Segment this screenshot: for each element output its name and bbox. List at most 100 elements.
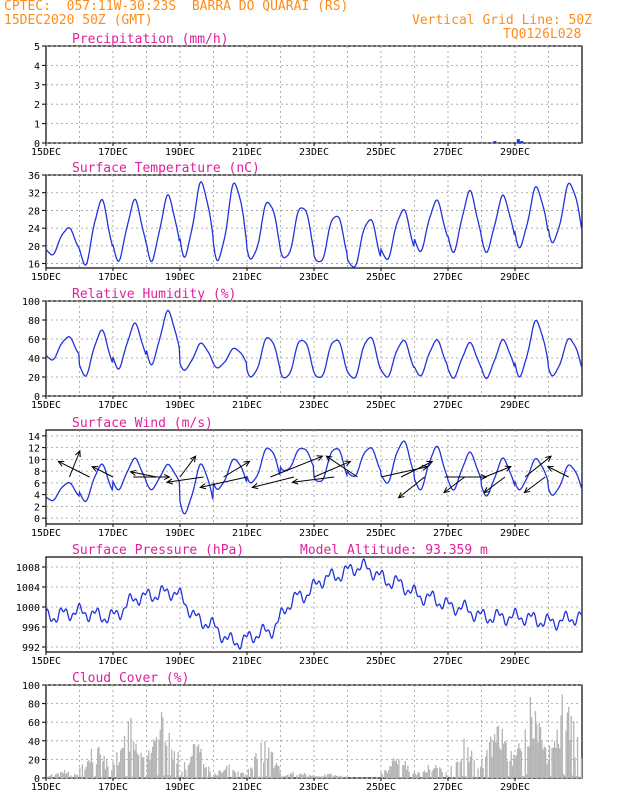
cloud-cover-bar <box>164 741 167 778</box>
panel3-ytick-label: 80 <box>28 316 40 327</box>
cloud-cover-bar <box>543 746 546 778</box>
panel1-ytick-label: 4 <box>34 61 40 72</box>
cloud-cover-bar <box>185 769 187 778</box>
panel4-ytick-label: 2 <box>34 502 40 513</box>
cloud-cover-bar <box>569 739 571 778</box>
cloud-cover-bar <box>222 772 224 778</box>
wind-vector-head <box>397 492 405 499</box>
cloud-cover-bar <box>183 761 186 778</box>
cloud-cover-bar <box>571 775 574 778</box>
cloud-cover-bar <box>282 775 284 778</box>
panel4-xtick-label: 25DEC <box>366 528 396 539</box>
panel6-ytick-label: 100 <box>22 681 40 692</box>
wind-vector-head <box>546 466 554 472</box>
cloud-cover-bar <box>386 773 389 778</box>
wind-vector-head <box>165 478 173 485</box>
precipitation-bar <box>520 141 524 143</box>
panel1-ytick-label: 2 <box>34 100 40 111</box>
cloud-cover-bar <box>422 771 424 778</box>
cloud-cover-bar <box>519 748 521 778</box>
wind-vector <box>484 466 512 478</box>
panel4-xtick-label: 23DEC <box>299 528 329 539</box>
cloud-cover-bar <box>344 776 346 778</box>
cloud-cover-bar <box>391 760 394 778</box>
cloud-cover-bar <box>473 760 475 778</box>
cloud-cover-bar <box>490 736 492 778</box>
panel1-xtick-label: 15DEC <box>31 147 61 158</box>
cloud-cover-bar <box>93 777 95 778</box>
panel2-ytick-label: 28 <box>28 206 40 217</box>
cloud-cover-bar <box>66 772 68 778</box>
cloud-cover-bar <box>525 774 528 778</box>
cloud-cover-bar <box>340 776 343 778</box>
cloud-cover-bar <box>300 773 302 778</box>
panel3-ytick-label: 20 <box>28 373 40 384</box>
cloud-cover-bar <box>439 767 441 778</box>
cloud-cover-bar <box>200 748 202 778</box>
panel2-xtick-label: 23DEC <box>299 272 329 283</box>
panel1-ytick-label: 3 <box>34 81 40 92</box>
cloud-cover-bar <box>451 777 454 778</box>
cloud-cover-bar <box>56 773 58 778</box>
panel3-xtick-label: 29DEC <box>500 400 530 411</box>
cloud-cover-bar <box>412 773 414 778</box>
panel6-ytick-label: 80 <box>28 700 40 711</box>
cloud-cover-bar <box>310 775 312 778</box>
panel4-xtick-label: 27DEC <box>433 528 463 539</box>
wind-vector-head <box>480 473 488 481</box>
wind-vector <box>179 455 197 478</box>
cloud-cover-bar <box>178 776 181 778</box>
cloud-cover-bar <box>497 725 500 778</box>
cloud-cover-bar <box>303 772 306 778</box>
cloud-cover-bar <box>268 747 270 778</box>
cloud-cover-bar <box>418 772 420 778</box>
header-model-id: TQ0126L028 <box>503 27 582 42</box>
cloud-cover-bar <box>204 768 206 778</box>
cloud-cover-bar <box>316 776 318 778</box>
cloud-cover-bar <box>530 716 533 778</box>
cloud-cover-bar <box>556 729 558 778</box>
cloud-cover-bar <box>469 756 472 778</box>
cloud-cover-bar <box>302 774 304 778</box>
cloud-cover-bar <box>308 774 311 778</box>
cloud-cover-bar <box>402 765 404 778</box>
cloud-cover-bar <box>471 750 473 778</box>
cloud-cover-bar <box>67 771 70 778</box>
cloud-cover-bar <box>131 776 133 778</box>
cloud-cover-bar <box>436 768 438 778</box>
cloud-cover-bar <box>215 775 218 778</box>
panel4-ytick-label: 14 <box>28 432 40 443</box>
cloud-cover-bar <box>326 774 329 778</box>
cloud-cover-bar <box>417 771 419 778</box>
panel1-ytick-label: 5 <box>34 42 40 53</box>
cloud-cover-bar <box>171 749 173 778</box>
wind-vector <box>398 476 425 499</box>
panel1-xtick-label: 29DEC <box>500 147 530 158</box>
panel1-xtick-label: 21DEC <box>232 147 262 158</box>
cloud-cover-bar <box>49 775 52 778</box>
wind-vector-head <box>291 478 299 485</box>
panel1-xtick-label: 25DEC <box>366 147 396 158</box>
cloud-cover-bar <box>134 750 136 778</box>
cloud-cover-bar <box>390 766 392 778</box>
panel6-xtick-label: 29DEC <box>500 782 530 793</box>
cloud-cover-bar <box>514 757 516 778</box>
cloud-cover-bar <box>214 773 216 778</box>
cloud-cover-bar <box>289 773 292 778</box>
cloud-cover-bar <box>254 756 256 778</box>
cloud-cover-bar <box>88 760 90 778</box>
cloud-cover-bar <box>485 756 487 778</box>
cloud-cover-bar <box>505 742 507 778</box>
wind-vector <box>524 455 552 478</box>
cloud-cover-bar <box>506 761 509 778</box>
wind-vector-head <box>199 483 207 490</box>
cloud-cover-bar <box>159 729 161 778</box>
cloud-cover-bar <box>541 740 543 778</box>
cloud-cover-bar <box>196 746 198 778</box>
cloud-cover-bar <box>47 776 49 778</box>
cloud-cover-bar <box>312 775 315 778</box>
cloud-cover-bar <box>319 776 321 778</box>
cloud-cover-bar <box>54 774 57 778</box>
cloud-cover-bar <box>151 746 154 778</box>
panel6-title: Cloud Cover (%) <box>72 671 189 686</box>
